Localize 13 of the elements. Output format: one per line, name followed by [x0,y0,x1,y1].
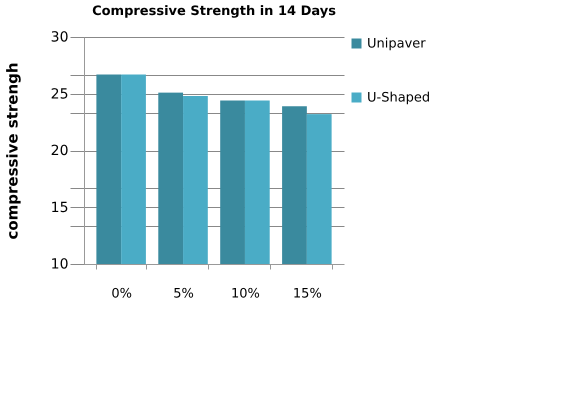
x-tick-label: 10% [231,286,260,302]
y-tick-label: 20 [50,143,68,159]
x-tick-label: 15% [292,286,322,302]
y-tick-label: 15 [50,200,68,216]
y-axis-title: compressive strengh [4,62,22,240]
y-tick-label: 10 [50,256,68,272]
y-tick-label: 30 [50,30,68,46]
legend-label: Unipaver [367,36,426,52]
chart-title: Compressive Strength in 14 Days [92,4,336,19]
y-tick-label: 25 [50,86,68,102]
x-tick-label: 5% [173,286,194,302]
legend-label: U-Shaped [367,90,430,106]
x-tick-label: 0% [111,286,132,302]
